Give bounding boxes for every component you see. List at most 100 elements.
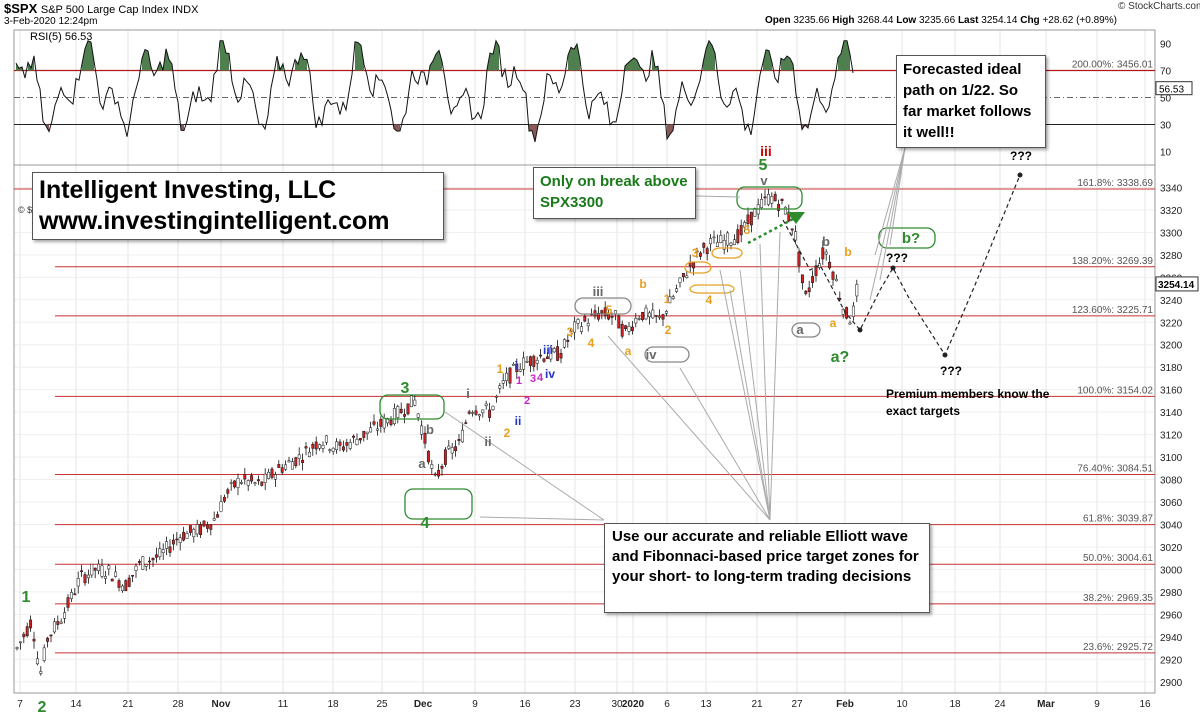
candle-body	[539, 354, 543, 357]
price-frame	[13, 164, 1156, 694]
candle-body	[18, 641, 22, 644]
candle-body	[15, 647, 19, 649]
candle-body	[552, 348, 556, 353]
candle-body	[726, 232, 730, 246]
rsi-overbought-fill	[790, 58, 793, 71]
candle-body	[93, 567, 97, 571]
wave-label: b	[639, 277, 646, 291]
candle-body	[474, 410, 478, 415]
candle-body	[321, 444, 325, 449]
x-tick-label: 25	[376, 699, 388, 710]
candle-body	[773, 193, 777, 202]
wave-label: 3	[530, 373, 536, 385]
wave-label: 3	[692, 246, 699, 260]
candle-body	[651, 309, 655, 319]
candle-body	[246, 480, 250, 486]
candle-body	[273, 474, 277, 480]
candle-body	[416, 413, 420, 418]
candle-body	[114, 571, 118, 577]
candle-body	[630, 326, 634, 331]
wave-label: 4	[421, 515, 430, 532]
candle-body	[821, 247, 825, 260]
candle-body	[216, 514, 220, 518]
wave-label: v	[760, 173, 768, 188]
candle-body	[746, 214, 750, 225]
candle-body	[185, 533, 189, 539]
x-tick-label: 21	[751, 699, 763, 710]
rsi-tick-label: 50	[1160, 94, 1172, 105]
candle-body	[134, 565, 138, 571]
candle-body	[620, 323, 624, 337]
candle-body	[202, 520, 206, 527]
candle-body	[188, 525, 192, 533]
candle-body	[705, 248, 709, 254]
x-tick-label: 11	[278, 699, 289, 710]
wave-label: iii	[593, 284, 604, 299]
forecast-arrowhead	[890, 265, 896, 271]
rsi-line	[15, 39, 854, 142]
candle-body	[488, 409, 492, 418]
rsi-oversold-fill	[529, 124, 532, 132]
candle-body	[263, 473, 267, 483]
candle-body	[624, 325, 628, 329]
orange-box-3	[711, 247, 743, 259]
candle-body	[90, 563, 94, 576]
candle-body	[729, 242, 733, 246]
candle-body	[790, 228, 794, 231]
candle-body	[318, 444, 322, 449]
candle-body	[59, 621, 63, 624]
forecast-pointer	[869, 147, 906, 301]
candle-body	[471, 412, 475, 414]
rsi-overbought-fill	[439, 50, 442, 71]
y-tick-label: 2960	[1160, 610, 1183, 621]
wave-label: iv	[545, 367, 555, 381]
chart-header: $SPX S&P 500 Large Cap Index INDX	[4, 1, 198, 16]
wave-label: 5	[759, 157, 768, 174]
wave-label: a	[830, 316, 837, 330]
candle-body	[73, 593, 77, 596]
candle-body	[39, 671, 43, 674]
candle-body	[794, 231, 798, 241]
rsi-overbought-fill	[766, 49, 769, 71]
candle-body	[379, 419, 383, 427]
candle-body	[365, 431, 369, 434]
rsi-overbought-fill	[223, 40, 226, 71]
candle-body	[171, 539, 175, 545]
wave-label: iii	[543, 343, 553, 357]
candle-body	[715, 242, 719, 248]
rsi-overbought-fill	[304, 59, 307, 71]
candle-body	[569, 329, 573, 332]
candle-body	[154, 554, 158, 558]
wave-label: 3	[567, 325, 574, 339]
candle-body	[328, 449, 332, 451]
candle-body	[583, 316, 587, 322]
y-tick-label: 3040	[1160, 520, 1183, 531]
candle-body	[535, 359, 539, 364]
candle-body	[807, 287, 811, 292]
candle-body	[658, 316, 662, 318]
x-tick-label: 9	[472, 699, 478, 710]
candle-body	[613, 310, 617, 314]
candle-body	[83, 574, 87, 584]
fib-label: 23.6%: 2925.72	[1083, 642, 1153, 653]
x-tick-label: 13	[700, 699, 712, 710]
break-pointer	[695, 195, 741, 198]
company-name: Intelligent Investing, LLC	[39, 176, 337, 204]
candle-body	[362, 430, 366, 438]
wave-label: 4	[588, 336, 595, 350]
candle-body	[736, 229, 740, 244]
wave-label: a	[418, 456, 426, 471]
x-tick-label: 9	[1094, 699, 1100, 710]
candle-body	[542, 358, 546, 362]
rsi-oversold-fill	[670, 124, 673, 135]
candle-body	[661, 314, 665, 320]
y-tick-label: 3180	[1160, 363, 1183, 374]
candle-body	[508, 367, 512, 384]
x-tick-label: 10	[896, 699, 908, 710]
rsi-overbought-fill	[88, 40, 91, 71]
candle-body	[467, 411, 471, 414]
candle-body	[610, 315, 614, 318]
y-tick-label: 3120	[1160, 431, 1183, 442]
candle-body	[851, 305, 855, 317]
